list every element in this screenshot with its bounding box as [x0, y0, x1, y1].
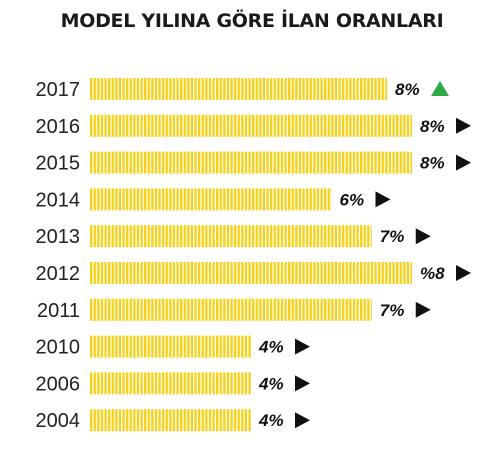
- trend-right-icon: [295, 412, 310, 429]
- bar-row-2010: 2010 4%: [36, 335, 310, 359]
- value-label: 4%: [258, 338, 284, 357]
- value-label: 7%: [380, 227, 405, 246]
- value-label: 4%: [258, 374, 284, 393]
- value-label: 8%: [420, 117, 445, 136]
- trend-right-icon: [456, 117, 471, 134]
- value-label: 7%: [380, 301, 405, 320]
- trend-right-icon: [295, 338, 310, 355]
- value-label: 6%: [340, 190, 365, 209]
- bar-row-2017: 2017 8%: [36, 78, 449, 101]
- bar: [90, 114, 412, 137]
- bar: [90, 298, 372, 321]
- bar-row-2011: 2011 7%: [37, 298, 431, 322]
- trend-right-icon: [456, 265, 471, 281]
- trend-right-icon: [415, 228, 431, 245]
- trend-right-icon: [375, 191, 391, 208]
- year-label: 2016: [36, 116, 81, 138]
- trend-right-icon: [415, 301, 431, 318]
- trend-up-icon: [431, 81, 449, 96]
- year-label: 2013: [36, 226, 81, 248]
- bar-row-2013: 2013 7%: [36, 225, 431, 248]
- year-label: 2015: [36, 153, 81, 175]
- bar: [90, 151, 412, 174]
- year-label: 2004: [36, 410, 81, 432]
- value-label: 8%: [420, 154, 445, 173]
- bar: [90, 262, 412, 284]
- year-label: 2006: [36, 373, 81, 395]
- bar: [90, 409, 251, 432]
- year-label: 2010: [36, 337, 81, 359]
- bar: [90, 225, 372, 248]
- bar: [90, 372, 251, 395]
- value-label: 8%: [395, 80, 420, 99]
- trend-right-icon: [295, 375, 310, 392]
- value-label: 4%: [258, 411, 284, 430]
- bar-row-2004: 2004 4%: [36, 409, 310, 432]
- bar: [90, 78, 387, 100]
- bar-row-2014: 2014 6%: [36, 188, 391, 211]
- bar-row-2006: 2006 4%: [36, 372, 310, 395]
- year-label: 2017: [36, 79, 81, 101]
- bar: [90, 335, 251, 358]
- year-label: 2012: [36, 263, 81, 285]
- bar-row-2015: 2015 8%: [36, 151, 471, 175]
- year-label: 2011: [37, 300, 80, 322]
- bar-row-2012: 2012 %8: [36, 262, 471, 285]
- trend-right-icon: [456, 154, 471, 171]
- value-label: %8: [420, 264, 445, 283]
- bar-row-2016: 2016 8%: [36, 114, 471, 138]
- year-label: 2014: [36, 189, 81, 211]
- bar: [90, 188, 332, 211]
- chart-title: MODEL YILINA GÖRE İLAN ORANLARI: [60, 10, 444, 32]
